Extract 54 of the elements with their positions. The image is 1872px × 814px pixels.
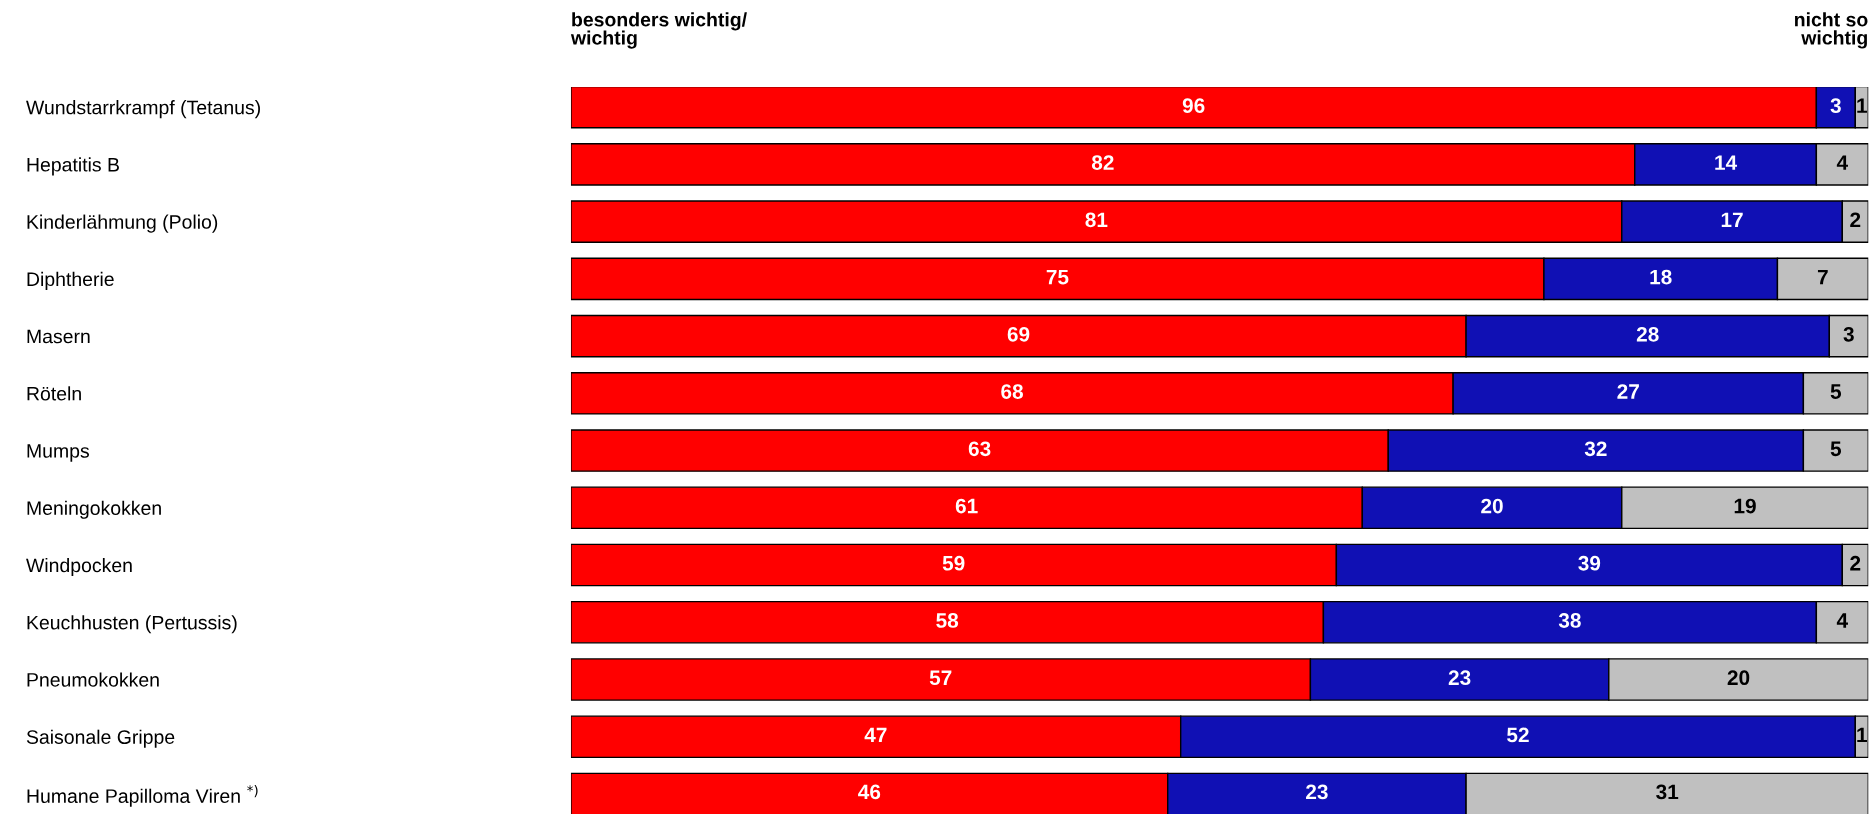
data-label: 5: [1830, 384, 1842, 399]
data-label: 81: [1085, 212, 1108, 228]
y-tick-label: Masern: [27, 329, 90, 344]
data-label: 3: [1830, 98, 1841, 114]
data-label: 58: [936, 613, 959, 628]
y-tick-label: Diphtherie: [27, 271, 114, 290]
y-tick-label: Keuchhusten (Pertussis): [27, 615, 237, 634]
data-label: 23: [1306, 784, 1328, 800]
data-label: 20: [1727, 670, 1750, 686]
y-tick-label: Windpocken: [26, 557, 132, 577]
data-label: 7: [1817, 269, 1828, 285]
data-label: 14: [1715, 155, 1738, 170]
data-label: 4: [1836, 613, 1848, 628]
y-tick-label: Humane Papilloma Viren $^{*)}$: [27, 785, 258, 807]
data-label: 3: [1843, 326, 1854, 342]
y-tick-label: Pneumokokken: [27, 672, 159, 687]
data-label: 17: [1721, 212, 1743, 227]
data-label: 52: [1507, 727, 1529, 743]
data-label: 75: [1046, 269, 1069, 285]
data-label: 39: [1578, 555, 1601, 571]
data-label: 38: [1558, 613, 1581, 628]
y-tick-label: Wundstarrkrampf (Tetanus): [26, 100, 260, 119]
data-label: 1: [1857, 98, 1867, 113]
data-label: 2: [1850, 212, 1861, 227]
data-label: 1: [1857, 727, 1867, 743]
text: nicht so wichtig: [1795, 12, 1868, 49]
data-label: 59: [942, 555, 965, 571]
y-tick-label: Saisonale Grippe: [26, 729, 175, 748]
y-tick-label: Meningokokken: [27, 500, 161, 519]
data-label: 46: [858, 784, 881, 800]
data-label: 19: [1734, 498, 1756, 514]
data-label: 4: [1836, 155, 1848, 170]
data-label: 68: [1001, 384, 1023, 399]
text: besonders wichtig/ wichtig: [570, 12, 747, 49]
data-label: 82: [1091, 155, 1114, 170]
data-label: 57: [929, 670, 952, 686]
data-label: 20: [1481, 498, 1503, 514]
data-label: 2: [1850, 555, 1861, 571]
data-label: 5: [1830, 441, 1842, 457]
data-label: 61: [955, 498, 978, 514]
data-label: 23: [1448, 670, 1471, 686]
data-label: 31: [1656, 784, 1679, 800]
data-label: 63: [968, 441, 991, 457]
data-label: 47: [864, 727, 887, 743]
y-tick-label: Mumps: [27, 444, 89, 462]
data-label: 69: [1007, 326, 1030, 342]
y-tick-label: Röteln: [27, 386, 81, 401]
data-label: 96: [1182, 98, 1205, 114]
data-label: 32: [1584, 441, 1607, 457]
data-label: 28: [1636, 326, 1659, 342]
y-tick-label: Kinderlähmung (Polio): [27, 214, 218, 233]
y-tick-label: Hepatitis B: [27, 157, 119, 176]
data-label: 27: [1617, 384, 1639, 399]
data-label: 18: [1650, 269, 1672, 285]
